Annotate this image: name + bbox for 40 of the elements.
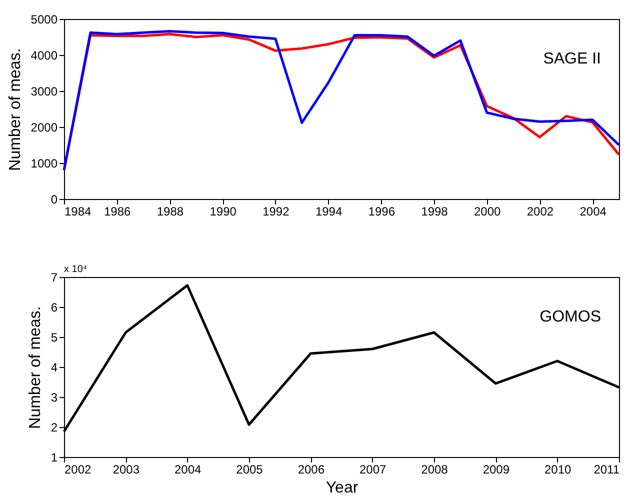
- y-tick-label: 5000: [30, 12, 58, 26]
- text: x 10⁴: [64, 264, 88, 275]
- y-tick-label: 2000: [30, 120, 58, 134]
- y-tick-label: 6: [50, 300, 58, 314]
- x-axis-title: Year: [326, 480, 359, 496]
- y-tick-label: 3000: [30, 84, 58, 98]
- x-tick-label: 1996: [368, 204, 396, 218]
- y-tick-label: 7: [50, 270, 58, 284]
- y-axis-title: Number of meas.: [26, 306, 44, 429]
- x-tick-label: 2008: [421, 462, 448, 476]
- x-tick-label: 1988: [156, 204, 184, 218]
- x-tick-label: 2002: [64, 462, 92, 476]
- y-axis-title: Number of meas.: [6, 48, 24, 171]
- x-tick-label: 1994: [315, 204, 342, 218]
- x-tick-label: 2000: [474, 204, 502, 218]
- y-tick-label: 3: [50, 390, 58, 404]
- x-tick-label: 2005: [236, 462, 264, 476]
- y-tick-label: 0: [50, 192, 58, 206]
- x-tick-label: 2004: [174, 462, 202, 476]
- x-tick-label: 2004: [580, 204, 607, 218]
- x-tick-label: 2006: [298, 462, 325, 476]
- y-tick-label: 5: [50, 330, 58, 344]
- x-tick-label: 2002: [526, 204, 554, 218]
- x-tick-label: 1998: [421, 204, 448, 218]
- x-tick-label: 2007: [359, 462, 387, 476]
- x-tick-label: 2010: [544, 462, 572, 476]
- x-tick-label: 1990: [210, 204, 237, 218]
- annotation: GOMOS: [540, 308, 601, 326]
- x-tick-label: 1986: [104, 204, 132, 218]
- annotation: SAGE II: [543, 50, 601, 68]
- x-tick-label: 1984: [64, 204, 92, 218]
- x-tick-label: 2011: [594, 462, 620, 476]
- x-tick-label: 1992: [262, 204, 290, 218]
- x-tick-label: 2009: [482, 462, 510, 476]
- y-tick-label: 2: [50, 420, 58, 434]
- y-tick-label: 4000: [30, 48, 58, 62]
- y-tick-label: 4: [50, 360, 58, 374]
- y-tick-label: 1: [50, 450, 58, 464]
- x-tick-label: 2003: [112, 462, 140, 476]
- y-tick-label: 1000: [30, 156, 58, 170]
